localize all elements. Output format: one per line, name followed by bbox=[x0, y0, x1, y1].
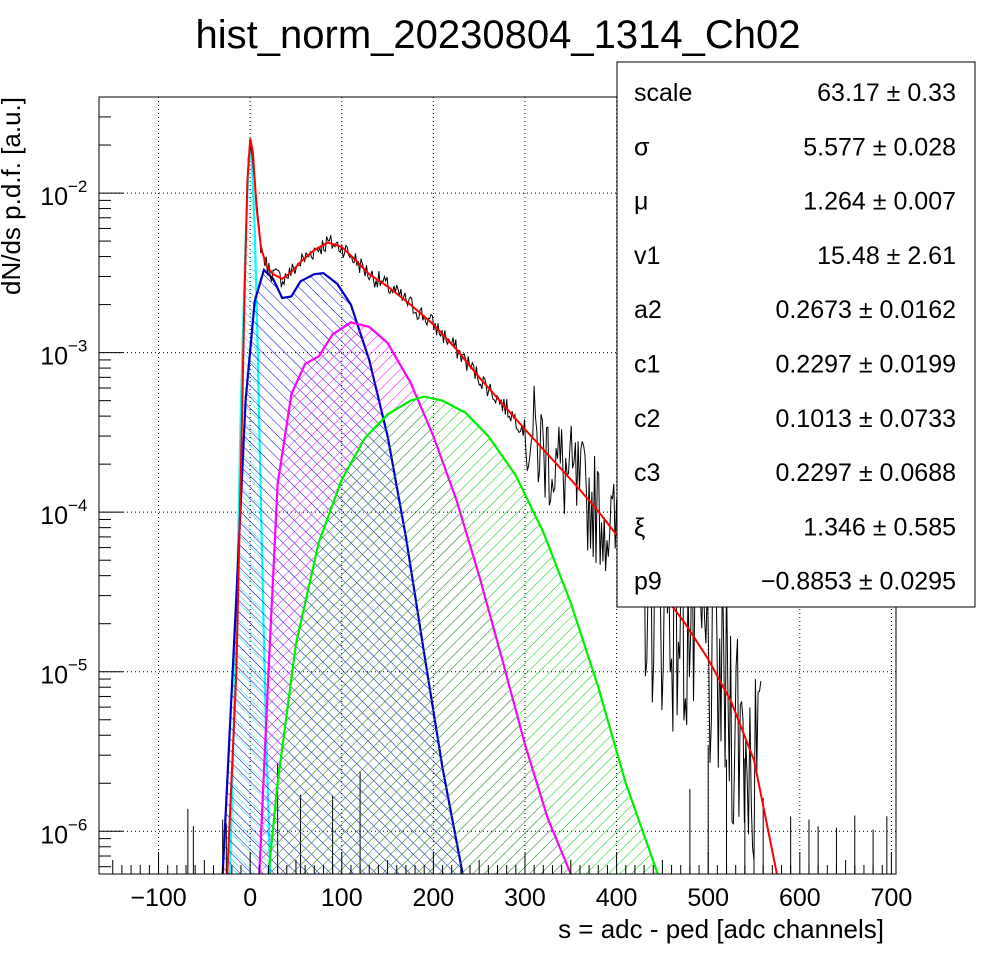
third-pe-component bbox=[267, 395, 659, 875]
y-tick-label: 10 −2 bbox=[40, 177, 87, 211]
x-tick-label: 500 bbox=[687, 884, 729, 912]
y-tick-exponent: −6 bbox=[68, 815, 87, 834]
x-axis: −100 0 100 200 300 400 500 600 700 bbox=[112, 852, 913, 912]
stat-value: 0.1013 ± 0.0733 bbox=[775, 405, 956, 433]
stats-box-frame bbox=[616, 61, 976, 608]
stat-value: 0.2673 ± 0.0162 bbox=[775, 296, 956, 324]
stat-value: 63.17 ± 0.33 bbox=[817, 79, 956, 107]
x-tick-label: 100 bbox=[321, 884, 363, 912]
y-axis-label: dN/ds p.d.f. [a.u.] bbox=[0, 97, 26, 295]
stat-name: μ bbox=[634, 188, 648, 216]
stat-name: v1 bbox=[634, 242, 660, 270]
stat-name: c3 bbox=[634, 459, 660, 487]
stat-value: 0.2297 ± 0.0199 bbox=[775, 351, 956, 379]
y-tick-label: 10 −4 bbox=[40, 496, 87, 530]
y-tick-mantissa: 10 bbox=[40, 183, 68, 211]
stat-name: a2 bbox=[634, 296, 662, 324]
y-tick-label: 10 −6 bbox=[40, 815, 87, 849]
chart-title: hist_norm_20230804_1314_Ch02 bbox=[196, 13, 801, 57]
stat-name: σ bbox=[634, 133, 650, 161]
third-pe-component-fill bbox=[268, 396, 658, 874]
x-tick-label: −100 bbox=[130, 884, 186, 912]
y-tick-mantissa: 10 bbox=[40, 821, 68, 849]
stat-value: 15.48 ± 2.61 bbox=[817, 242, 956, 270]
stat-name: ξ bbox=[634, 513, 645, 541]
stat-value: 1.264 ± 0.007 bbox=[803, 188, 956, 216]
plot-area bbox=[187, 138, 888, 875]
y-tick-mantissa: 10 bbox=[40, 662, 68, 690]
stat-name: c1 bbox=[634, 351, 660, 379]
x-tick-label: 200 bbox=[413, 884, 455, 912]
stat-name: p9 bbox=[634, 568, 662, 596]
fit-stats-box: scale 63.17 ± 0.33 σ 5.577 ± 0.028 μ 1.264 ± … bbox=[616, 61, 976, 608]
y-tick-mantissa: 10 bbox=[40, 343, 68, 371]
measured-histogram bbox=[231, 145, 762, 861]
y-axis: 10−210−310−410−510−6 bbox=[40, 96, 123, 868]
x-tick-label: 0 bbox=[243, 884, 257, 912]
y-tick-exponent: −5 bbox=[68, 656, 87, 675]
y-tick-label: 10 −5 bbox=[40, 656, 87, 690]
stat-value: 1.346 ± 0.585 bbox=[803, 513, 956, 541]
stat-name: c2 bbox=[634, 405, 660, 433]
y-tick-exponent: −3 bbox=[68, 337, 87, 356]
y-tick-exponent: −2 bbox=[68, 177, 87, 196]
y-tick-label: 10 −3 bbox=[40, 337, 87, 371]
x-axis-label: s = adc - ped [adc channels] bbox=[558, 914, 884, 944]
x-tick-label: 700 bbox=[871, 884, 913, 912]
x-tick-label: 600 bbox=[779, 884, 821, 912]
stat-value: −0.8853 ± 0.0295 bbox=[761, 568, 956, 596]
x-tick-label: 300 bbox=[504, 884, 546, 912]
y-tick-mantissa: 10 bbox=[40, 502, 68, 530]
stat-value: 5.577 ± 0.028 bbox=[803, 133, 956, 161]
x-tick-label: 400 bbox=[596, 884, 638, 912]
stat-name: scale bbox=[634, 79, 692, 107]
y-tick-exponent: −4 bbox=[68, 496, 87, 515]
stat-value: 0.2297 ± 0.0688 bbox=[775, 459, 956, 487]
